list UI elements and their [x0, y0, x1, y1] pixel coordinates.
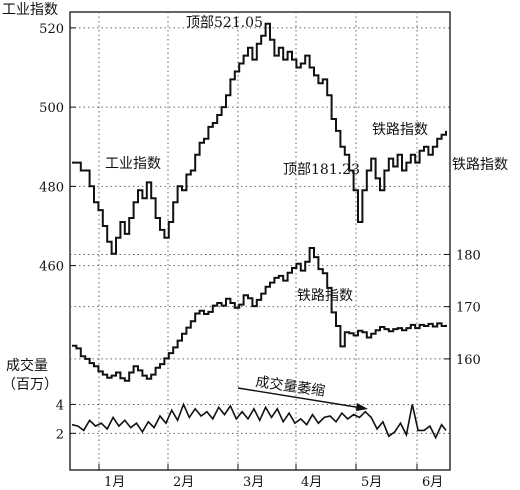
- railroad-index-line: [72, 247, 447, 382]
- left-tick-label: 500: [39, 101, 64, 116]
- x-tick-label: 1月: [104, 475, 125, 490]
- left-tick-label: 520: [39, 22, 64, 37]
- tick-labels: 1月 2月 3月 4月 5月 6月 460 480 500 520 160 170 180 2 4: [39, 22, 481, 490]
- right-axis-label: 铁路指数: [452, 157, 508, 173]
- left-axis-label: 工业指数: [2, 2, 58, 18]
- x-tick-label: 6月: [422, 475, 443, 490]
- industrial-index-line: [72, 22, 447, 255]
- plot-frame: [69, 11, 451, 471]
- volume-tick-label: 2: [56, 427, 64, 442]
- volume-axis-label-line2: （百万）: [2, 377, 58, 393]
- volume-shrink-arrow: [237, 387, 363, 409]
- volume-shrink-arrowhead: [356, 403, 368, 411]
- volume-shrink-annotation: 成交量萎缩: [254, 373, 326, 400]
- industrial-series-label-left: 工业指数: [105, 156, 161, 172]
- volume-line: [71, 402, 447, 440]
- industrial-peak-annotation: 顶部521.05: [186, 15, 263, 31]
- series-lines: [71, 22, 447, 440]
- volume-tick-label: 4: [56, 398, 64, 413]
- left-tick-label: 480: [39, 180, 64, 195]
- right-tick-label: 170: [456, 301, 481, 316]
- railroad-series-label: 铁路指数: [297, 288, 353, 304]
- right-tick-label: 160: [456, 353, 481, 368]
- x-tick-label: 3月: [243, 475, 264, 490]
- left-tick-label: 460: [39, 260, 64, 275]
- grid: [70, 12, 450, 470]
- volume-axis-label-line1: 成交量: [6, 357, 48, 374]
- x-tick-label: 2月: [173, 475, 194, 490]
- x-tick-label: 4月: [301, 475, 322, 490]
- x-tick-label: 5月: [361, 475, 382, 490]
- industrial-series-label-right: 铁路指数: [372, 122, 428, 138]
- railroad-peak-annotation: 顶部181.23: [283, 162, 360, 178]
- right-tick-label: 180: [456, 248, 481, 263]
- tick-marks: [70, 27, 450, 470]
